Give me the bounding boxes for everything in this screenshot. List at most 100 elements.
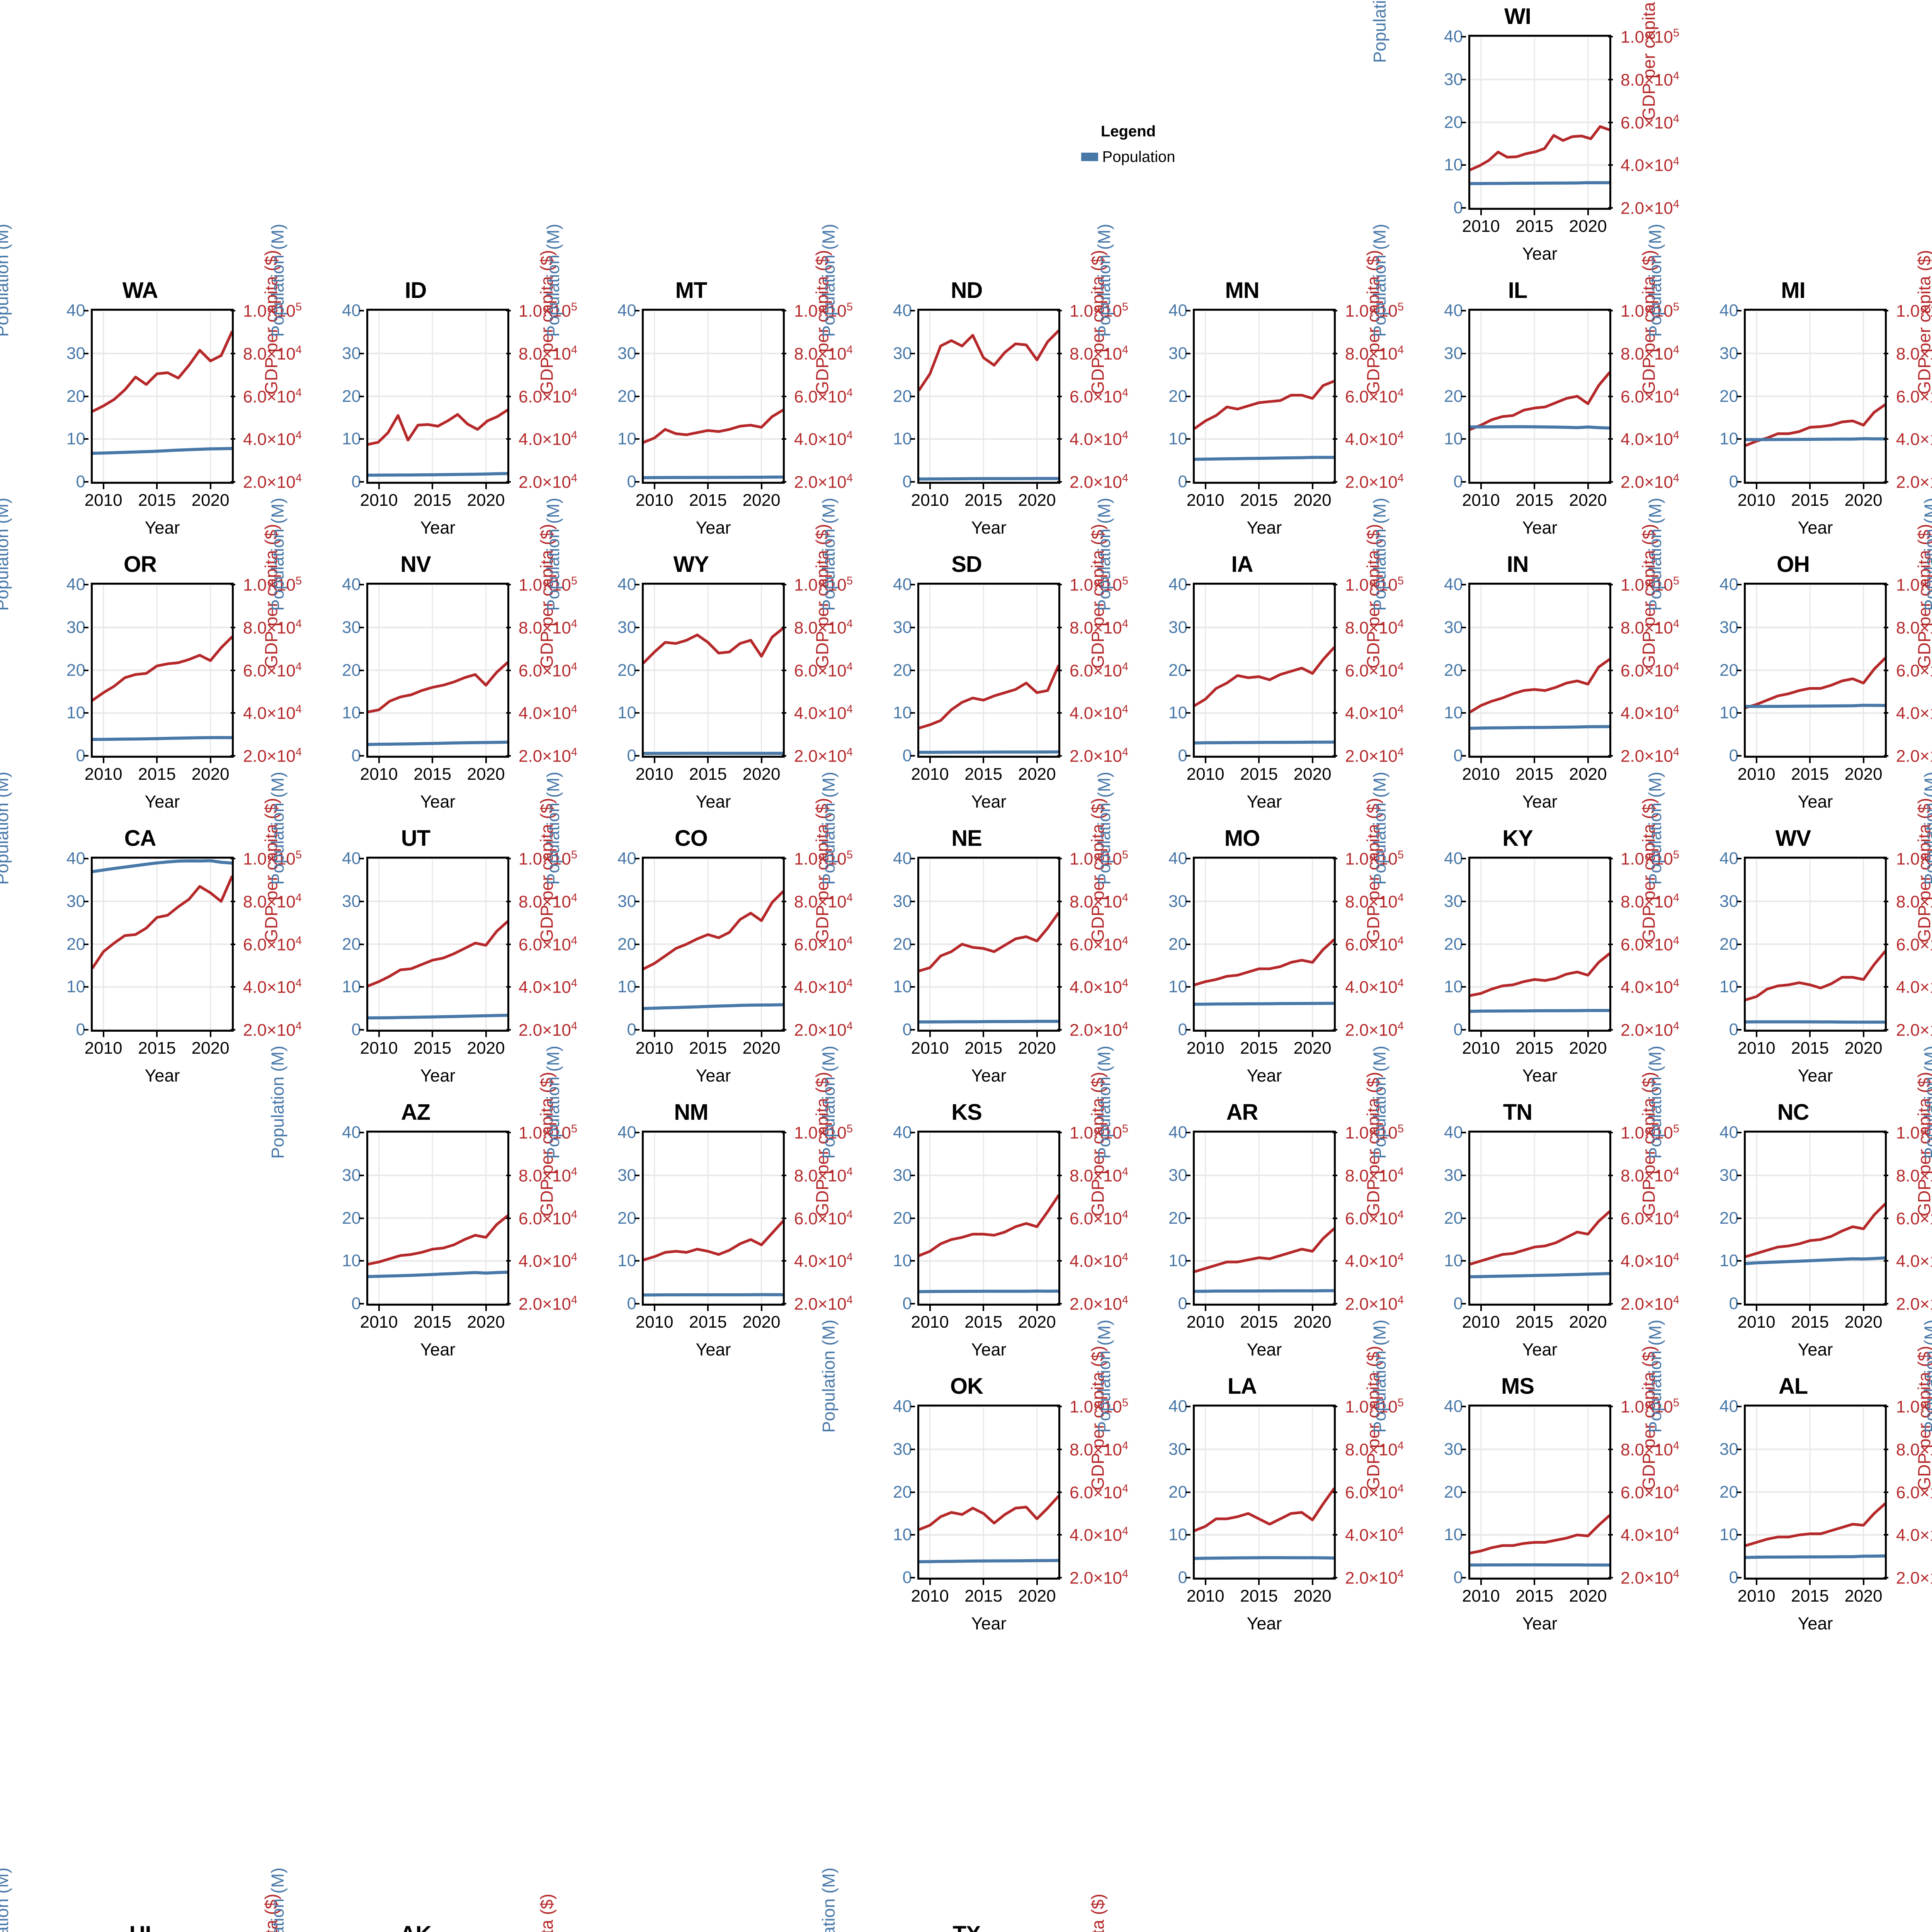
right-axis-tick-label: 2.0×104 [1896,1568,1932,1588]
left-axis-tick-label: 20 [1444,660,1463,680]
right-axis-gdp: 2.0×104 4.0×104 6.0×104 8.0×104 1.0×105 [1057,575,1134,765]
left-axis-tick-mark [1186,1174,1190,1176]
left-axis-title: Population (M) [1094,1046,1114,1159]
left-axis-tick-mark [1186,481,1190,483]
panel-title-il: IL [1508,278,1528,303]
x-axis-title: Year [1247,1340,1282,1359]
right-axis-tick-mark [1884,755,1888,757]
left-axis-tick-mark [1461,78,1466,80]
right-axis-tick-mark [1057,755,1062,757]
left-axis-tick-label: 30 [617,617,636,637]
right-axis-tick-mark [1333,1491,1337,1493]
x-axis-tick-mark [760,484,762,489]
x-axis-tick-mark [1534,484,1536,489]
right-axis-tick-mark [1057,1448,1062,1450]
left-axis-title: Population (M) [268,224,287,337]
panel-title-al: AL [1778,1374,1808,1399]
plot-area [1744,583,1887,758]
right-axis-tick-mark [1608,1174,1613,1176]
x-axis-tick-label: 2010 [635,765,673,784]
left-axis-tick-label: 10 [1719,703,1738,723]
left-axis-tick-mark [1737,943,1742,945]
right-axis-tick-mark [782,669,786,671]
left-axis-tick-label: 40 [1168,1123,1187,1142]
left-axis-tick-label: 30 [66,617,85,637]
right-axis-tick-mark [231,584,235,585]
panel-title-ks: KS [951,1100,982,1125]
right-axis-tick-label: 8.0×104 [794,344,853,364]
left-axis-tick-label: 40 [1168,849,1187,868]
population-line [368,472,507,477]
right-axis-tick-mark [1333,1029,1337,1031]
left-axis-tick-label: 0 [76,472,85,491]
x-axis-tick-mark [1480,1306,1482,1311]
left-axis-tick-label: 0 [1453,472,1463,491]
right-axis-tick-label: 2.0×104 [1621,472,1679,492]
x-axis-tick-mark [432,758,434,763]
population-line [1470,1272,1609,1279]
left-axis-tick-mark [84,900,88,902]
population-line [1746,1256,1885,1265]
right-axis-tick-label: 4.0×104 [1070,703,1128,723]
x-axis-title: Year [145,792,180,811]
left-axis-tick-mark [84,858,88,859]
left-axis-tick-label: 30 [617,1165,636,1185]
right-axis-tick-mark [1884,352,1888,354]
left-axis-tick-mark [910,1448,915,1450]
right-axis-tick-label: 8.0×104 [1621,344,1679,364]
x-axis-tick-label: 2015 [1791,1313,1829,1332]
left-axis-tick-mark [1186,900,1190,902]
right-axis-tick-label: 6.0×104 [794,386,853,406]
left-axis-tick-mark [635,1174,639,1176]
left-axis-tick-label: 40 [1444,849,1463,868]
left-axis-tick-label: 10 [342,703,361,723]
gdp-per-capita-line [368,409,507,446]
left-axis-tick-mark [1461,1534,1466,1536]
right-axis-tick-mark [1057,1406,1062,1407]
left-axis-tick-label: 40 [893,1397,912,1416]
right-axis-tick-mark [1057,900,1062,902]
left-axis-tick-mark [84,986,88,988]
right-axis-tick-mark [1608,1217,1613,1219]
left-axis-tick-mark [359,1132,364,1133]
right-axis-tick-mark [1057,943,1062,945]
left-axis-tick-mark [1186,584,1190,585]
right-axis-tick-label: 8.0×104 [794,891,853,912]
right-axis-tick-mark [506,755,511,757]
left-axis-tick-label: 20 [1168,1208,1187,1228]
x-axis-tick-label: 2020 [1569,1313,1607,1332]
left-axis-tick-mark [359,438,364,440]
right-axis-tick-label: 4.0×104 [1896,978,1932,997]
left-axis-tick-mark [1461,626,1466,628]
right-axis-tick-label: 8.0×104 [1896,1440,1932,1459]
facet-panel-oh: OH 0 10 20 30 40 Population (M) 2010 2015 2020 Yea… [1645,498,1932,825]
left-axis-tick-mark [1737,755,1742,757]
right-axis-tick-mark [1884,1029,1888,1031]
left-axis-tick-mark [1737,986,1742,988]
left-axis-tick-label: 10 [342,977,361,997]
left-axis-tick-mark [910,900,915,902]
right-axis-tick-label: 1.0×105 [243,301,302,321]
right-axis-tick-mark [231,1029,235,1031]
right-axis-tick-label: 2.0×104 [243,1020,302,1040]
panel-title-nv: NV [400,552,431,577]
x-axis-title: Year [145,518,180,537]
plot-area [1468,1405,1611,1580]
x-axis-tick-mark [485,758,487,763]
legend-item-population[interactable]: Population [1055,149,1202,165]
right-axis-gdp: 2.0×104 4.0×104 6.0×104 8.0×104 1.0×105 [1333,849,1410,1039]
x-axis-tick-label: 2020 [1569,491,1607,510]
x-axis-tick-mark [1534,1032,1536,1037]
right-axis-tick-label: 1.0×105 [1621,849,1679,869]
left-axis-tick-mark [1186,755,1190,757]
right-axis-title: GDP per capita ($) [1085,1879,1112,1932]
left-axis-tick-mark [1461,858,1466,859]
left-axis-tick-mark [359,1260,364,1262]
right-axis-tick-mark [231,352,235,354]
x-axis-tick-mark [1862,1032,1864,1037]
right-axis-tick-label: 8.0×104 [794,1165,853,1185]
x-axis-tick-label: 2020 [1569,765,1607,784]
x-axis-tick-mark [1587,210,1589,215]
right-axis-tick-mark [1608,858,1613,859]
right-axis-gdp: 2.0×104 4.0×104 6.0×104 8.0×104 1.0×105 [1608,849,1685,1039]
